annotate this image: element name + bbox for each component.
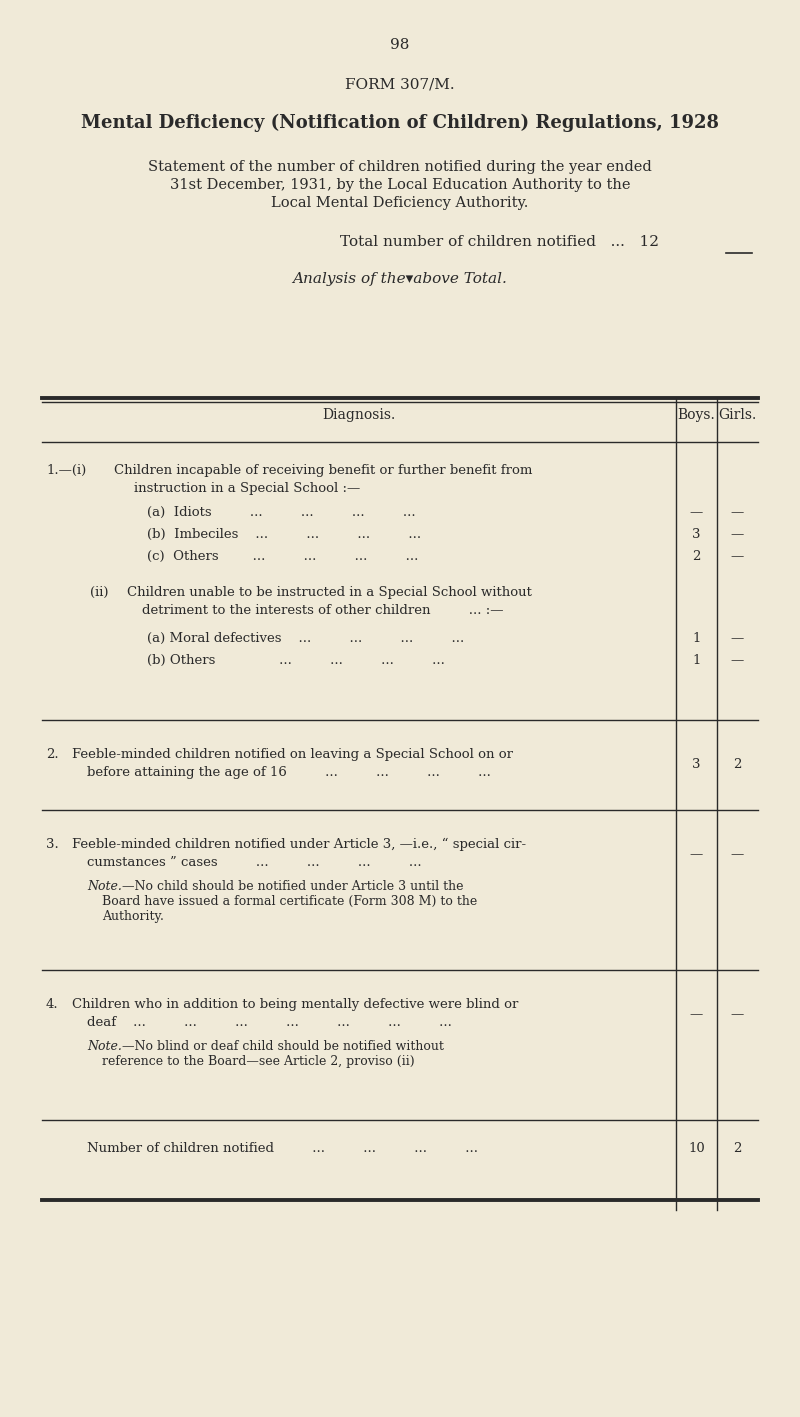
Text: reference to the Board—see Article 2, proviso (ii): reference to the Board—see Article 2, pr… <box>102 1056 414 1068</box>
Text: —No blind or deaf child should be notified without: —No blind or deaf child should be notifi… <box>122 1040 444 1053</box>
Text: 98: 98 <box>390 38 410 52</box>
Text: FORM 307/M.: FORM 307/M. <box>345 78 455 92</box>
Text: 1: 1 <box>692 655 701 667</box>
Text: —: — <box>731 1007 744 1022</box>
Text: 3: 3 <box>692 758 701 771</box>
Text: (b) Others               ...         ...         ...         ...: (b) Others ... ... ... ... <box>147 655 445 667</box>
Text: —No child should be notified under Article 3 until the: —No child should be notified under Artic… <box>122 880 463 893</box>
Text: Boys.: Boys. <box>678 408 715 422</box>
Text: (a) Moral defectives    ...         ...         ...         ...: (a) Moral defectives ... ... ... ... <box>147 632 464 645</box>
Text: Note.: Note. <box>87 1040 122 1053</box>
Text: 1.—(i): 1.—(i) <box>46 463 86 478</box>
Text: —: — <box>731 529 744 541</box>
Text: —: — <box>690 506 703 519</box>
Text: Mental Deficiency (Notification of Children) Regulations, 1928: Mental Deficiency (Notification of Child… <box>81 113 719 132</box>
Text: —: — <box>731 632 744 645</box>
Text: 4.: 4. <box>46 998 58 1010</box>
Text: before attaining the age of 16         ...         ...         ...         ...: before attaining the age of 16 ... ... .… <box>87 767 491 779</box>
Text: —: — <box>731 506 744 519</box>
Text: Statement of the number of children notified during the year ended: Statement of the number of children noti… <box>148 160 652 174</box>
Text: Number of children notified         ...         ...         ...         ...: Number of children notified ... ... ... … <box>87 1142 478 1155</box>
Text: Children unable to be instructed in a Special School without: Children unable to be instructed in a Sp… <box>127 587 532 599</box>
Text: Note.: Note. <box>87 880 122 893</box>
Text: (a)  Idiots         ...         ...         ...         ...: (a) Idiots ... ... ... ... <box>147 506 416 519</box>
Text: Diagnosis.: Diagnosis. <box>322 408 396 422</box>
Text: —: — <box>731 847 744 862</box>
Text: Feeble-minded children notified under Article 3, —i.e., “ special cir-: Feeble-minded children notified under Ar… <box>72 837 526 852</box>
Text: Children who in addition to being mentally defective were blind or: Children who in addition to being mental… <box>72 998 518 1010</box>
Text: (c)  Others        ...         ...         ...         ...: (c) Others ... ... ... ... <box>147 550 418 563</box>
Text: 2: 2 <box>734 1142 742 1155</box>
Text: Children incapable of receiving benefit or further benefit from: Children incapable of receiving benefit … <box>114 463 532 478</box>
Text: —: — <box>690 1007 703 1022</box>
Text: Analysis of the▾above Total.: Analysis of the▾above Total. <box>293 272 507 286</box>
Text: Girls.: Girls. <box>718 408 757 422</box>
Text: 2: 2 <box>734 758 742 771</box>
Text: 3.: 3. <box>46 837 58 852</box>
Text: Authority.: Authority. <box>102 910 164 922</box>
Text: —: — <box>690 847 703 862</box>
Text: 3: 3 <box>692 529 701 541</box>
Text: Board have issued a formal certificate (Form 308 M) to the: Board have issued a formal certificate (… <box>102 896 478 908</box>
Text: 10: 10 <box>688 1142 705 1155</box>
Text: instruction in a Special School :—: instruction in a Special School :— <box>134 482 360 495</box>
Text: 1: 1 <box>692 632 701 645</box>
Text: Local Mental Deficiency Authority.: Local Mental Deficiency Authority. <box>271 196 529 210</box>
Text: (b)  Imbeciles    ...         ...         ...         ...: (b) Imbeciles ... ... ... ... <box>147 529 421 541</box>
Text: —: — <box>731 655 744 667</box>
Text: 31st December, 1931, by the Local Education Authority to the: 31st December, 1931, by the Local Educat… <box>170 179 630 191</box>
Text: Feeble-minded children notified on leaving a Special School on or: Feeble-minded children notified on leavi… <box>72 748 513 761</box>
Text: cumstances ” cases         ...         ...         ...         ...: cumstances ” cases ... ... ... ... <box>87 856 422 869</box>
Text: deaf    ...         ...         ...         ...         ...         ...         : deaf ... ... ... ... ... ... <box>87 1016 452 1029</box>
Text: Total number of children notified   ...   12: Total number of children notified ... 12 <box>341 235 659 249</box>
Text: detriment to the interests of other children         ... :—: detriment to the interests of other chil… <box>142 604 503 616</box>
Text: —: — <box>731 550 744 563</box>
Text: 2.: 2. <box>46 748 58 761</box>
Text: (ii): (ii) <box>90 587 109 599</box>
Text: 2: 2 <box>692 550 701 563</box>
